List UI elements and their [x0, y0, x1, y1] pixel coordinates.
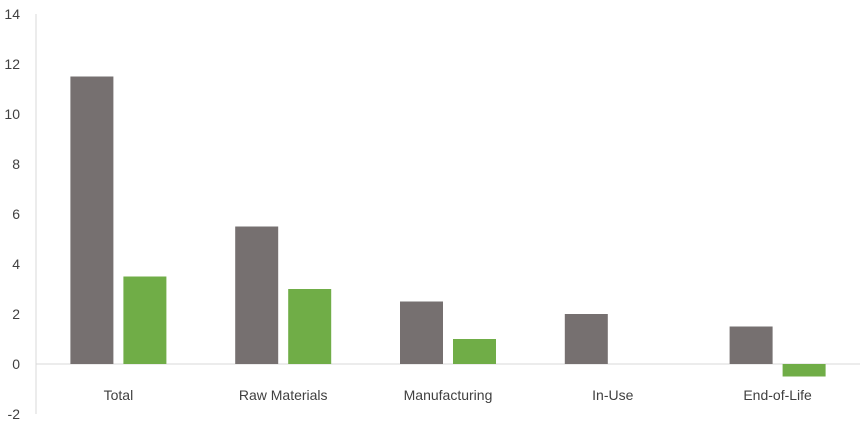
- bar-total-series-2: [123, 276, 167, 364]
- y-tick-label: 14: [4, 6, 20, 22]
- y-tick-label: 10: [4, 106, 20, 122]
- bar-end-of-life-series-1: [729, 326, 773, 364]
- bar-raw-materials-series-1: [235, 226, 279, 364]
- y-axis-tick-labels: -2 0 2 4 6 8 10 12 14: [4, 6, 20, 422]
- y-tick-label: 2: [12, 306, 20, 322]
- y-tick-label: 8: [12, 156, 20, 172]
- bars: [70, 76, 826, 377]
- category-label: Total: [104, 387, 134, 403]
- category-label: End-of-Life: [743, 387, 812, 403]
- category-labels: Total Raw Materials Manufacturing In-Use End…: [104, 387, 812, 403]
- category-label: Raw Materials: [239, 387, 328, 403]
- bar-in-use-series-1: [564, 314, 608, 364]
- bar-end-of-life-series-2: [782, 364, 826, 377]
- y-tick-label: -2: [8, 406, 21, 422]
- y-tick-label: 12: [4, 56, 20, 72]
- y-tick-label: 6: [12, 206, 20, 222]
- y-tick-label: 4: [12, 256, 20, 272]
- bar-manufacturing-series-1: [400, 301, 443, 364]
- bar-manufacturing-series-2: [453, 339, 496, 364]
- bar-raw-materials-series-2: [288, 289, 332, 364]
- category-label: Manufacturing: [404, 387, 493, 403]
- bar-total-series-1: [70, 76, 114, 364]
- y-tick-label: 0: [12, 356, 20, 372]
- category-label: In-Use: [592, 387, 633, 403]
